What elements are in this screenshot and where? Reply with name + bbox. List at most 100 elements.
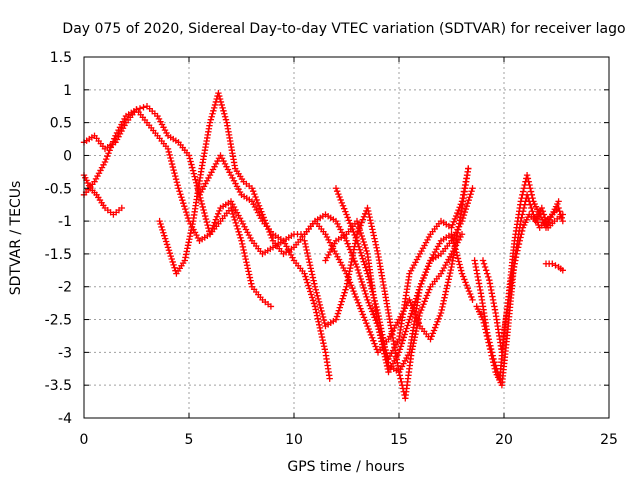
data-point bbox=[301, 237, 308, 244]
data-point bbox=[365, 207, 372, 215]
data-point bbox=[163, 241, 171, 248]
data-marks bbox=[80, 89, 566, 402]
data-point bbox=[321, 346, 328, 353]
data-point bbox=[465, 165, 472, 172]
data-point bbox=[448, 224, 455, 231]
data-point bbox=[337, 196, 344, 204]
data-point bbox=[490, 362, 498, 369]
data-point bbox=[401, 331, 408, 338]
data-point bbox=[302, 243, 310, 251]
data-point bbox=[528, 204, 535, 212]
data-point bbox=[173, 179, 181, 186]
data-point bbox=[479, 257, 487, 264]
data-point bbox=[174, 182, 181, 189]
data-point bbox=[356, 246, 364, 253]
data-point bbox=[456, 204, 463, 211]
data-point bbox=[413, 292, 421, 299]
data-point bbox=[342, 286, 349, 293]
data-point bbox=[402, 328, 409, 335]
y-tick-label: -2.5 bbox=[45, 313, 72, 329]
data-point bbox=[219, 104, 226, 112]
data-point bbox=[557, 211, 564, 218]
data-point bbox=[523, 171, 531, 179]
data-point bbox=[407, 299, 414, 306]
data-point bbox=[319, 310, 326, 318]
data-point bbox=[447, 266, 454, 274]
data-point bbox=[216, 95, 224, 103]
data-point bbox=[405, 319, 412, 326]
data-point bbox=[449, 234, 456, 241]
data-point bbox=[169, 258, 176, 266]
data-point bbox=[354, 299, 362, 306]
data-point bbox=[398, 378, 405, 386]
x-tick-label: 25 bbox=[600, 432, 618, 448]
data-point bbox=[490, 359, 497, 366]
data-point bbox=[343, 211, 350, 218]
data-point bbox=[172, 175, 180, 183]
series-arc-3 bbox=[80, 171, 125, 218]
data-point bbox=[351, 231, 358, 239]
data-point bbox=[461, 208, 469, 216]
data-point bbox=[371, 340, 378, 347]
data-point bbox=[211, 104, 218, 112]
data-point bbox=[192, 176, 199, 183]
data-point bbox=[397, 343, 405, 350]
data-point bbox=[373, 303, 380, 311]
data-point bbox=[468, 293, 475, 301]
data-point bbox=[158, 223, 165, 231]
data-point bbox=[408, 310, 415, 317]
data-point bbox=[184, 214, 192, 222]
data-point bbox=[354, 220, 362, 228]
data-point bbox=[467, 191, 474, 198]
data-point bbox=[233, 222, 240, 230]
data-point bbox=[484, 336, 491, 343]
data-point bbox=[306, 285, 313, 292]
data-point bbox=[164, 244, 172, 251]
data-point bbox=[397, 375, 404, 382]
x-tick-label: 0 bbox=[80, 432, 89, 448]
data-point bbox=[228, 207, 236, 215]
data-point bbox=[396, 346, 404, 353]
data-point bbox=[156, 217, 163, 225]
data-point bbox=[221, 113, 229, 120]
data-point bbox=[465, 287, 473, 295]
data-point bbox=[519, 191, 526, 199]
data-point bbox=[360, 314, 368, 321]
data-point bbox=[359, 281, 366, 289]
plot-frame bbox=[83, 56, 610, 419]
data-point bbox=[235, 228, 242, 236]
data-point bbox=[370, 311, 377, 318]
data-point bbox=[336, 304, 344, 311]
data-point bbox=[211, 101, 219, 109]
data-point bbox=[241, 249, 248, 257]
data-point bbox=[465, 197, 472, 204]
data-point bbox=[462, 205, 470, 213]
data-point bbox=[313, 312, 321, 319]
data-point bbox=[426, 286, 433, 293]
data-point bbox=[168, 160, 176, 168]
data-point bbox=[485, 339, 492, 346]
data-point bbox=[452, 212, 460, 220]
data-point bbox=[491, 365, 499, 372]
data-point bbox=[412, 295, 420, 302]
data-point bbox=[529, 208, 536, 215]
data-point bbox=[267, 303, 275, 310]
data-point bbox=[209, 225, 216, 232]
data-point bbox=[215, 89, 222, 97]
data-point bbox=[369, 226, 376, 233]
data-point bbox=[455, 206, 462, 214]
data-point bbox=[373, 306, 381, 314]
data-point bbox=[309, 271, 316, 278]
data-point bbox=[359, 255, 366, 262]
data-point bbox=[363, 293, 370, 301]
data-point bbox=[454, 255, 462, 262]
data-point bbox=[316, 301, 324, 309]
data-point bbox=[318, 330, 325, 338]
data-point bbox=[303, 246, 310, 254]
data-point bbox=[253, 196, 260, 204]
data-point bbox=[303, 276, 310, 283]
data-point bbox=[524, 175, 532, 182]
data-point bbox=[486, 342, 493, 349]
data-point bbox=[439, 303, 446, 311]
data-point bbox=[339, 295, 346, 302]
